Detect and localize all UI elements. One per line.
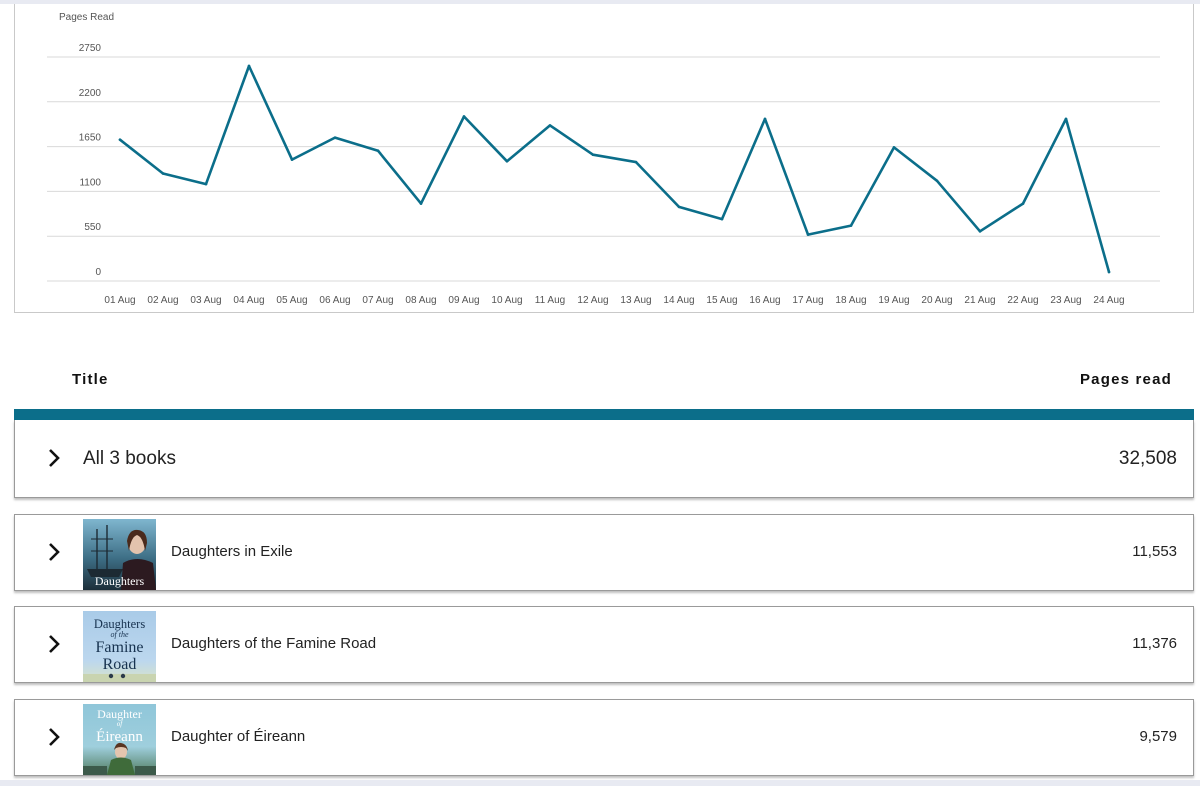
data-point — [591, 153, 595, 157]
cover-title-text: Road — [103, 656, 137, 673]
book-cover: Daughter of Éireann — [83, 704, 156, 775]
x-tick-label: 21 Aug — [964, 295, 995, 306]
column-header-title: Title — [72, 371, 109, 388]
x-tick-label: 02 Aug — [147, 295, 178, 306]
y-tick-label: 550 — [84, 222, 101, 233]
data-point — [978, 230, 982, 233]
book-row[interactable]: Daughters Daughters in Exile 11,553 — [14, 514, 1194, 591]
book-row[interactable]: Daughter of Éireann Daughter of Éireann … — [14, 699, 1194, 776]
x-tick-label: 01 Aug — [104, 295, 135, 306]
y-tick-label: 2750 — [79, 43, 102, 54]
x-tick-label: 23 Aug — [1050, 295, 1081, 306]
data-point — [505, 159, 509, 163]
x-tick-label: 19 Aug — [878, 295, 909, 306]
y-tick-label: 1650 — [79, 133, 102, 144]
data-point — [634, 160, 638, 164]
x-tick-label: 06 Aug — [319, 295, 350, 306]
bottom-strip — [0, 780, 1200, 786]
x-tick-label: 04 Aug — [233, 295, 264, 306]
x-tick-label: 09 Aug — [448, 295, 479, 306]
data-point — [204, 182, 208, 186]
data-point — [462, 115, 466, 118]
cover-title-text: Daughter — [97, 707, 142, 721]
data-point — [161, 172, 165, 175]
top-strip — [0, 0, 1200, 4]
summary-pages-read: 32,508 — [1118, 448, 1177, 469]
cover-title-text: Daughters — [94, 617, 146, 631]
x-tick-label: 17 Aug — [792, 295, 823, 306]
y-tick-label: 0 — [95, 267, 101, 278]
book-pages-read: 9,579 — [1139, 728, 1177, 745]
data-point — [892, 146, 896, 149]
table-header: Title Pages read — [0, 368, 1200, 394]
x-tick-label: 11 Aug — [535, 295, 565, 306]
chevron-right-icon[interactable] — [47, 634, 61, 654]
data-point — [118, 138, 122, 141]
summary-row[interactable]: All 3 books 32,508 — [14, 420, 1194, 498]
data-point — [806, 233, 810, 236]
data-point — [935, 179, 939, 183]
y-tick-label: 1100 — [79, 177, 101, 188]
y-tick-label: 2200 — [79, 88, 102, 99]
y-axis-label: Pages Read — [59, 12, 114, 23]
data-point — [763, 117, 767, 121]
column-header-pages-read[interactable]: Pages read — [1079, 371, 1172, 388]
cover-title-text: of the — [111, 630, 129, 639]
cover-title-text: Daughters — [95, 574, 145, 588]
pages-read-line — [118, 64, 1111, 274]
x-tick-label: 07 Aug — [362, 295, 393, 306]
book-row[interactable]: Daughters of the Famine Road Daughters o… — [14, 606, 1194, 683]
x-tick-label: 12 Aug — [577, 295, 608, 306]
cover-title-text: Famine — [96, 639, 144, 656]
table-accent-bar — [14, 409, 1194, 420]
chart-panel — [14, 4, 1194, 313]
chevron-right-icon[interactable] — [47, 727, 61, 747]
x-tick-label: 20 Aug — [921, 295, 952, 306]
x-tick-label: 16 Aug — [749, 295, 780, 306]
pages-read-chart: Pages Read 0 550 1100 1650 2200 2750 01 Aug 02 A… — [47, 12, 1160, 306]
data-point — [849, 224, 853, 227]
data-point — [376, 149, 380, 152]
book-title[interactable]: Daughter of Éireann — [171, 728, 306, 745]
x-tick-label: 15 Aug — [706, 295, 737, 306]
data-point — [1021, 202, 1025, 205]
x-tick-label: 03 Aug — [190, 295, 221, 306]
data-point — [333, 136, 337, 139]
data-point — [548, 124, 552, 127]
data-point — [677, 205, 681, 209]
x-tick-label: 05 Aug — [276, 295, 307, 306]
x-tick-label: 14 Aug — [663, 295, 694, 306]
data-point — [290, 158, 294, 161]
x-tick-label: 18 Aug — [835, 295, 866, 306]
x-tick-label: 24 Aug — [1093, 295, 1124, 306]
x-tick-label: 08 Aug — [405, 295, 436, 306]
x-tick-label: 13 Aug — [620, 295, 651, 306]
chevron-right-icon[interactable] — [47, 542, 61, 562]
x-tick-label: 10 Aug — [491, 295, 522, 306]
data-point — [247, 64, 251, 68]
book-title[interactable]: Daughters in Exile — [171, 543, 293, 560]
summary-label: All 3 books — [83, 448, 176, 469]
book-pages-read: 11,376 — [1132, 635, 1177, 652]
data-point — [1107, 270, 1111, 274]
book-cover: Daughters — [83, 519, 156, 590]
book-cover: Daughters of the Famine Road — [83, 611, 156, 682]
cover-title-text: of — [117, 720, 124, 728]
cover-title-text: Éireann — [96, 728, 143, 745]
book-title[interactable]: Daughters of the Famine Road — [171, 635, 377, 652]
x-tick-label: 22 Aug — [1007, 295, 1038, 306]
data-point — [1064, 117, 1068, 121]
data-point — [720, 217, 724, 221]
chevron-right-icon[interactable] — [47, 448, 61, 468]
book-pages-read: 11,553 — [1132, 543, 1177, 560]
data-point — [419, 202, 423, 205]
